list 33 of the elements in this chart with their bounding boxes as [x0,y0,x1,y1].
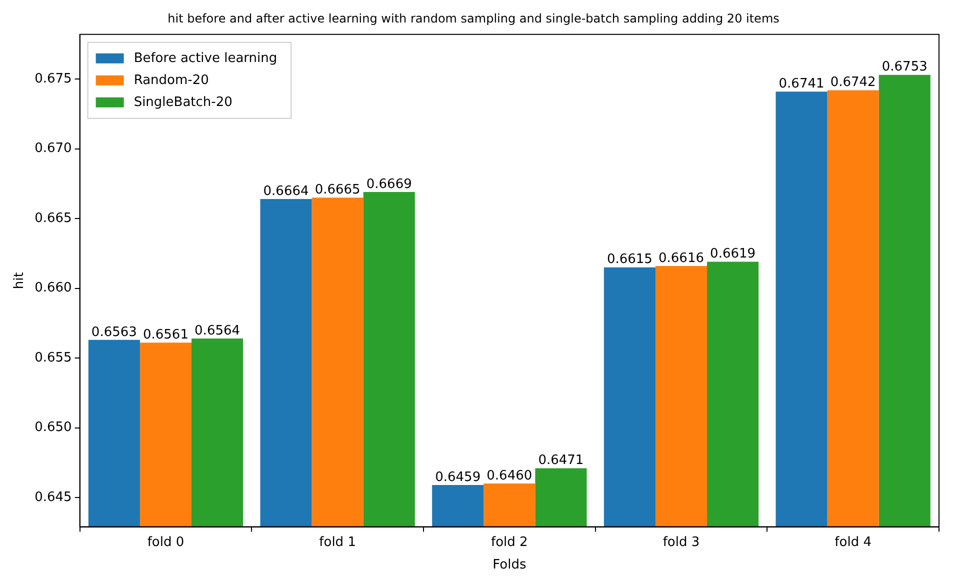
x-tick-label: fold 3 [662,534,700,550]
chart-title: hit before and after active learning with random sampling and single-batch sampling adding 20 items [168,11,780,26]
y-tick-label: 0.645 [34,490,72,505]
data-label: 0.6664 [263,184,309,199]
y-tick-label: 0.655 [34,350,72,366]
y-axis-title: hit [12,272,28,290]
data-label: 0.6742 [830,75,876,90]
data-label: 0.6665 [314,182,360,198]
x-tick-label: fold 0 [147,534,184,550]
y-tick-label: 0.665 [34,210,72,226]
data-label: 0.6563 [91,324,137,340]
y-tick-label: 0.660 [34,280,72,296]
legend-label: Before active learning [134,50,278,66]
data-label: 0.6459 [435,470,481,485]
data-label: 0.6460 [486,468,532,484]
data-label: 0.6561 [142,328,188,343]
legend-label: SingleBatch-20 [134,94,232,110]
y-tick-label: 0.670 [34,141,72,156]
data-label: 0.6615 [606,252,652,268]
data-label: 0.6471 [538,453,584,468]
data-label: 0.6616 [658,250,704,266]
data-label: 0.6669 [366,176,412,192]
x-tick-label: fold 2 [491,534,528,550]
data-label: 0.6753 [882,60,928,75]
x-tick-label: fold 1 [319,534,356,550]
x-tick-label: fold 4 [834,534,872,550]
data-label: 0.6619 [710,246,756,262]
data-label: 0.6741 [778,76,824,92]
y-tick-label: 0.650 [34,420,72,436]
data-label: 0.6564 [194,323,240,338]
legend-label: Random-20 [134,72,209,88]
x-axis-title: Folds [492,558,526,573]
y-tick-label: 0.675 [34,71,72,86]
